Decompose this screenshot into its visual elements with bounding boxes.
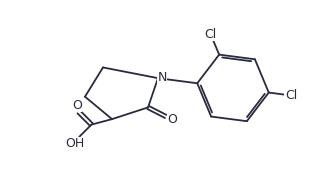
- Text: Cl: Cl: [285, 89, 297, 102]
- Text: O: O: [167, 113, 177, 126]
- Text: O: O: [72, 99, 82, 112]
- Text: OH: OH: [66, 137, 85, 150]
- Text: Cl: Cl: [205, 28, 217, 41]
- Text: N: N: [157, 71, 167, 84]
